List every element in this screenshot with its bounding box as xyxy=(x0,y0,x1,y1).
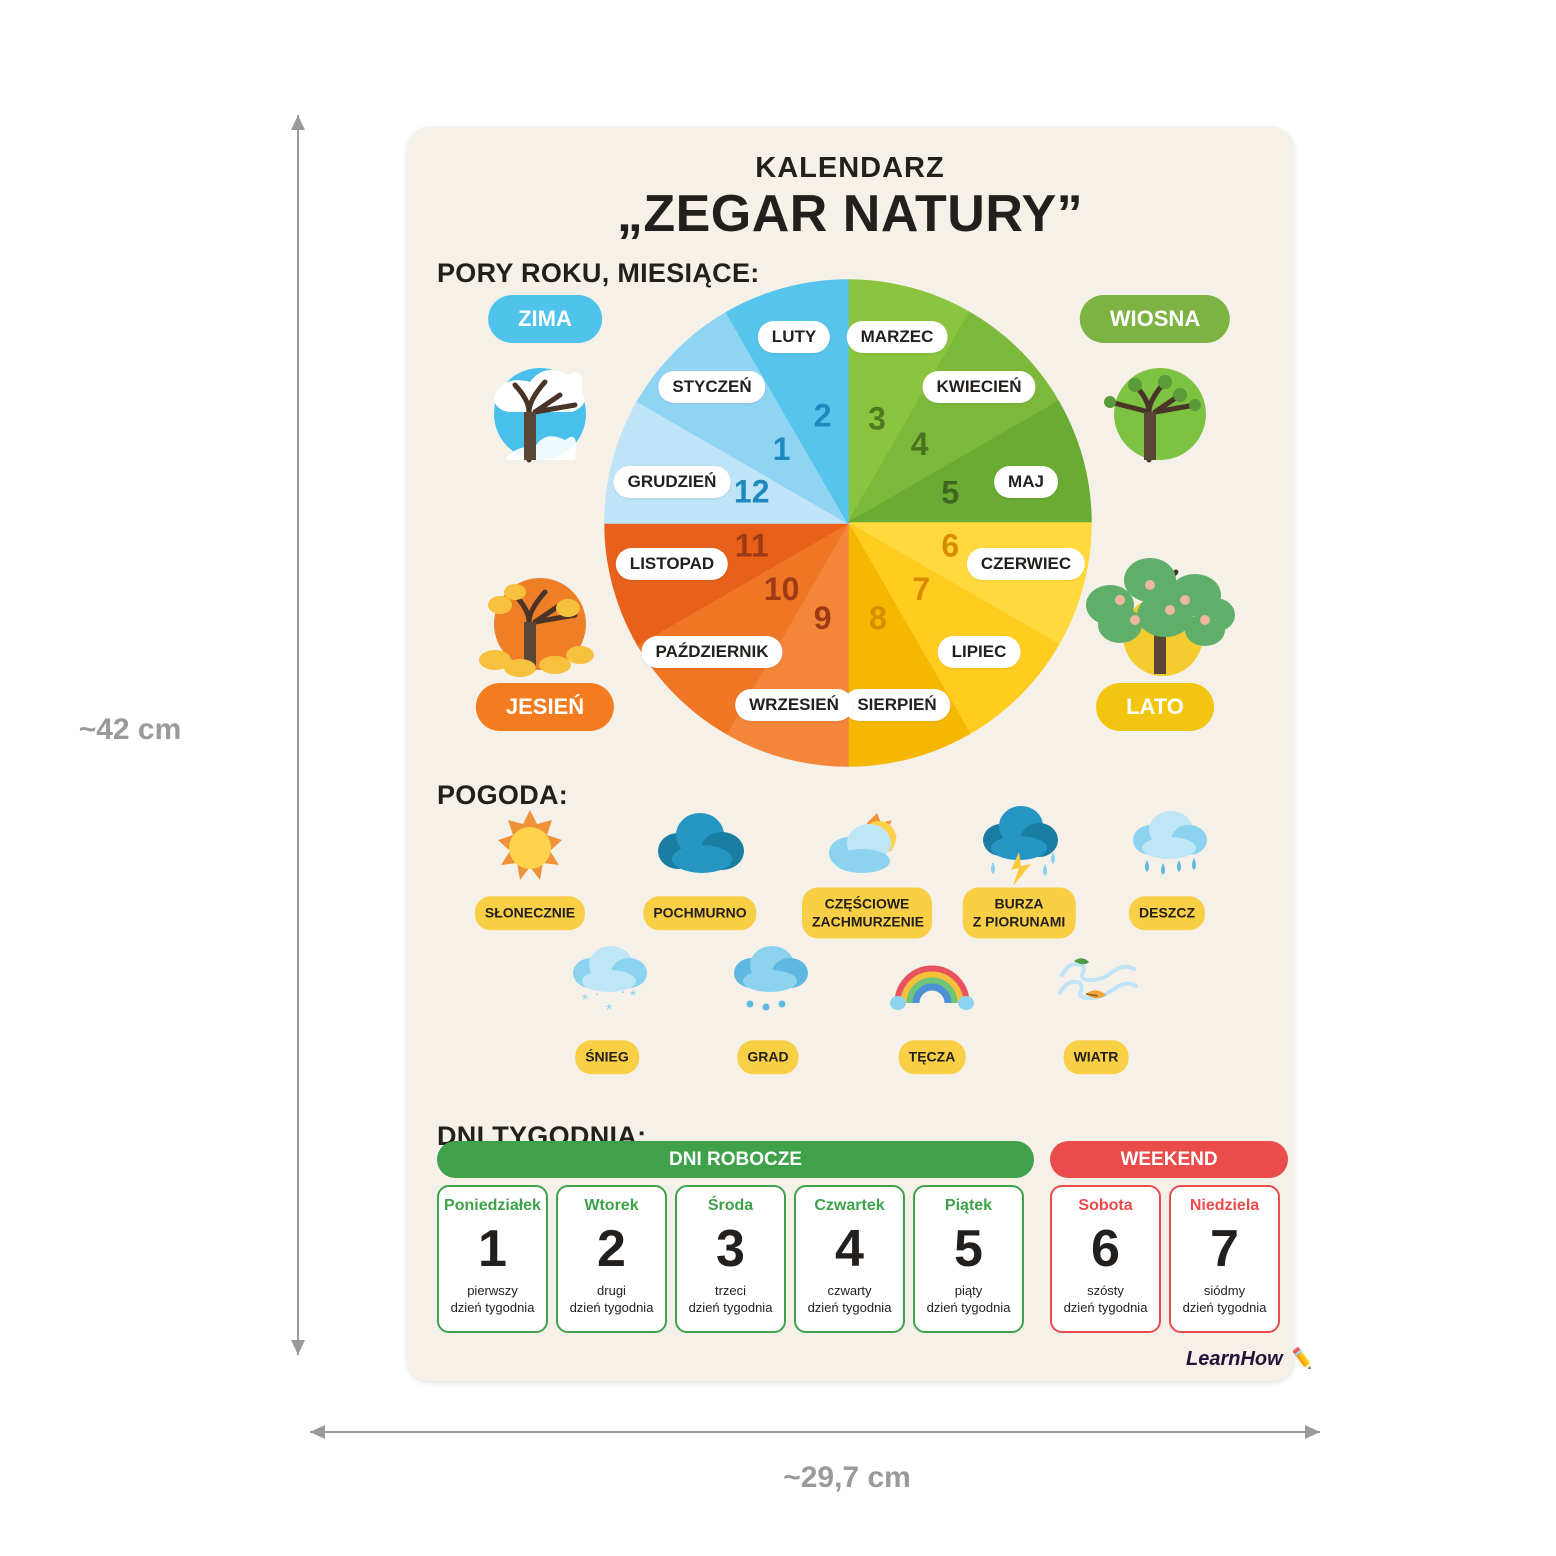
svg-text:*: * xyxy=(630,988,636,1005)
svg-text:*: * xyxy=(606,1002,612,1019)
svg-text:*: * xyxy=(582,992,588,1009)
svg-text:.: . xyxy=(595,982,599,999)
svg-text:.: . xyxy=(621,980,625,997)
